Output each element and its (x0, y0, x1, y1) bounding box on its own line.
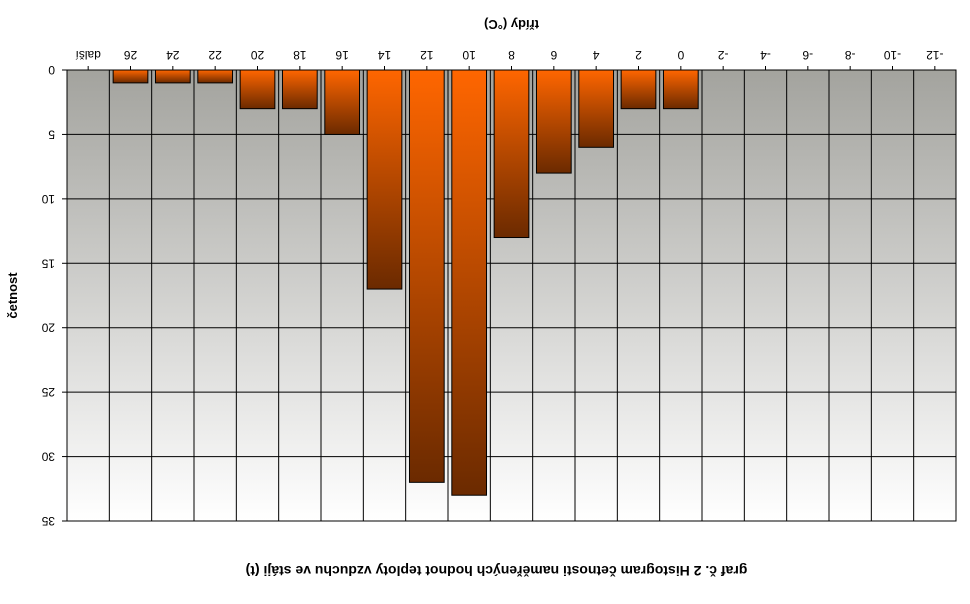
x-tick-label: -12 (926, 48, 944, 62)
y-tick-label: 30 (41, 450, 55, 464)
x-tick-label: 24 (166, 48, 180, 62)
x-tick-label: -6 (802, 48, 813, 62)
x-tick-label: 20 (251, 48, 265, 62)
x-tick-label: 8 (508, 48, 515, 62)
x-tick-label: -2 (718, 48, 729, 62)
bar-12 (408, 69, 445, 483)
x-axis-title: třídy (°C) (484, 17, 539, 32)
y-tick-label: 20 (41, 321, 55, 335)
y-tick-label: 10 (41, 192, 55, 206)
y-axis-ticks: 0 5 10 15 20 25 30 35 (41, 63, 67, 528)
bar-4 (578, 69, 615, 148)
x-tick-label: 10 (462, 48, 476, 62)
bar-2 (620, 69, 657, 110)
x-axis-ticks: -12-10-8-6-4-202468101214161820222426dal… (75, 48, 944, 70)
bar-16 (324, 69, 361, 135)
x-tick-label: -10 (884, 48, 902, 62)
y-tick-label: 5 (48, 127, 55, 141)
chart-title: graf č. 2 Histogram četnosti naměřených … (246, 563, 748, 579)
bar-18 (281, 69, 318, 110)
bar-0 (662, 69, 699, 110)
y-tick-label: 15 (41, 256, 55, 270)
x-tick-label: 4 (593, 48, 600, 62)
bar-22 (197, 69, 234, 84)
x-tick-label: 14 (378, 48, 392, 62)
x-tick-label: 16 (335, 48, 349, 62)
y-axis-title: četnost (5, 272, 20, 319)
x-tick-label: 12 (420, 48, 434, 62)
x-tick-label: 18 (293, 48, 307, 62)
x-tick-label: 26 (124, 48, 138, 62)
x-tick-label: 0 (677, 48, 684, 62)
x-tick-label: 2 (635, 48, 642, 62)
y-tick-label: 0 (48, 63, 55, 77)
bar-8 (493, 69, 530, 239)
bar-6 (535, 69, 572, 174)
y-tick-label: 25 (41, 385, 55, 399)
bar-10 (451, 69, 488, 496)
x-tick-label: 6 (550, 48, 557, 62)
bar-26 (112, 69, 149, 84)
x-tick-label: -4 (760, 48, 771, 62)
x-tick-label: další (75, 48, 101, 62)
bar-20 (239, 69, 276, 110)
y-tick-label: 35 (41, 514, 55, 528)
bar-14 (366, 69, 403, 290)
x-tick-label: 22 (208, 48, 222, 62)
x-tick-label: -8 (845, 48, 856, 62)
bar-24 (154, 69, 191, 84)
